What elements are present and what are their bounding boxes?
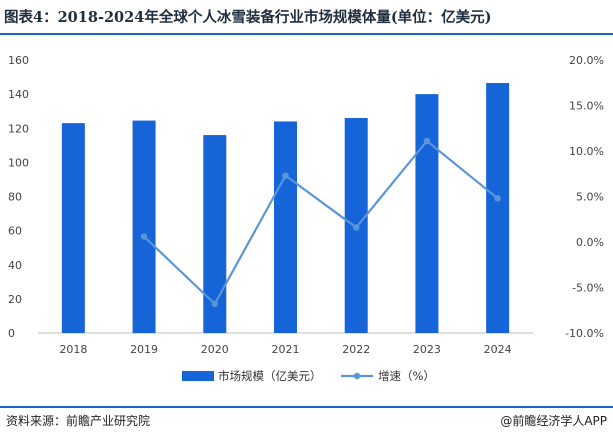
y-left-tick-label: 160 (8, 54, 29, 67)
x-tick-label: 2020 (201, 343, 229, 356)
y-right-tick-label: 15.0% (569, 100, 604, 113)
chart-title: 图表4：2018-2024年全球个人冰雪装备行业市场规模体量(单位：亿美元) (4, 9, 492, 26)
growth-point (282, 172, 289, 179)
y-right-tick-label: 5.0% (576, 191, 604, 204)
y-left-tick-label: 20 (8, 293, 22, 306)
y-right-tick-label: -5.0% (572, 282, 604, 295)
y-left-tick-label: 140 (8, 88, 29, 101)
y-right-tick-label: -10.0% (565, 327, 604, 340)
title-rule (0, 33, 613, 35)
y-right-tick-label: 20.0% (569, 54, 604, 67)
bar (61, 123, 85, 333)
x-tick-label: 2021 (272, 343, 300, 356)
source-note: 资料来源：前瞻产业研究院 (6, 414, 151, 428)
growth-point (140, 233, 148, 240)
bar (274, 121, 297, 333)
x-tick-label: 2022 (342, 343, 370, 356)
bar (203, 135, 227, 333)
bar (415, 94, 439, 333)
y-right-tick-label: 0.0% (576, 236, 604, 249)
y-left-tick-label: 120 (8, 122, 29, 135)
y-left-tick-label: 40 (8, 259, 22, 272)
x-tick-label: 2023 (413, 343, 441, 356)
growth-point (211, 300, 218, 308)
growth-point (494, 195, 501, 202)
bar (132, 120, 156, 334)
y-left-tick-label: 60 (8, 225, 22, 238)
y-left-tick-label: 100 (8, 156, 29, 169)
brand-credit: @前瞻经济学人APP (500, 414, 607, 428)
legend-line-label: 增速（%） (378, 369, 435, 383)
bar (486, 83, 510, 333)
y-left-tick-label: 80 (8, 191, 22, 204)
growth-point (423, 137, 431, 145)
growth-point (353, 224, 360, 231)
x-tick-label: 2024 (484, 343, 512, 356)
footer-rule (0, 406, 613, 408)
x-tick-label: 2018 (59, 343, 87, 356)
x-tick-label: 2019 (130, 343, 158, 356)
growth-line (143, 139, 499, 306)
legend-bar-swatch (182, 371, 214, 381)
legend-line-marker (353, 372, 361, 380)
y-left-tick-label: 0 (8, 327, 15, 340)
y-right-tick-label: 10.0% (569, 145, 604, 158)
legend-bar-label: 市场规模（亿美元） (218, 369, 322, 383)
